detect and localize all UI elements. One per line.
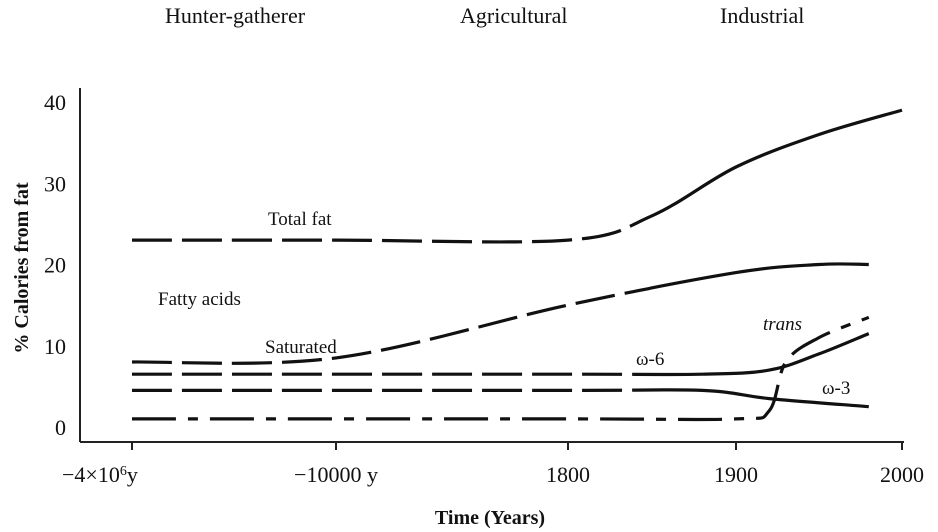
series-line-4-dashed [131,315,870,422]
series-line-3-solid [664,388,869,409]
x-tick-label-2000: 2000 [880,462,924,487]
x-tick-label-first-exponent: 6 [120,464,127,479]
x-tick-label-1800: 1800 [546,462,590,487]
x-tick-label-first: −4×106y [62,462,138,487]
series-line-2-solid [664,332,870,377]
y-tick-label-30: 30 [44,171,66,196]
x-ticks [131,442,903,450]
x-tick-label-1900: 1900 [714,462,758,487]
x-tick-labels: −4×106y −10000 y 1800 1900 2000 [62,462,924,487]
series-label-total-fat: Total fat [268,209,332,230]
era-label-hunter-gatherer: Hunter-gatherer [165,3,306,28]
series-line-0-solid [636,108,903,226]
series-line-0-dashed [132,221,636,244]
series-label-saturated: Saturated [265,337,337,358]
series-curves [131,108,903,422]
series-line-1-solid [650,262,869,290]
group-label-fatty-acids: Fatty acids [158,289,241,310]
y-tick-label-40: 40 [44,90,66,115]
y-axis-title: % Calories from fat [11,182,33,354]
y-tick-labels: 0 10 20 30 40 [44,90,66,440]
era-label-industrial: Industrial [720,3,804,28]
series-label-omega-6: ω-6 [636,349,664,370]
x-tick-label-minus-10000: −10000 y [294,462,378,487]
series-line-2-dashed [132,372,664,377]
series-line-3-dashed [132,388,664,393]
series-line-1-dashed [131,286,650,365]
series-label-trans: trans [763,314,802,335]
x-axis-title: Time (Years) [435,507,545,529]
series-label-omega-3: ω-3 [822,378,850,399]
y-tick-label-20: 20 [44,253,66,278]
era-label-agricultural: Agricultural [460,3,568,28]
y-tick-label-10: 10 [44,334,66,359]
y-tick-label-0: 0 [55,415,66,440]
